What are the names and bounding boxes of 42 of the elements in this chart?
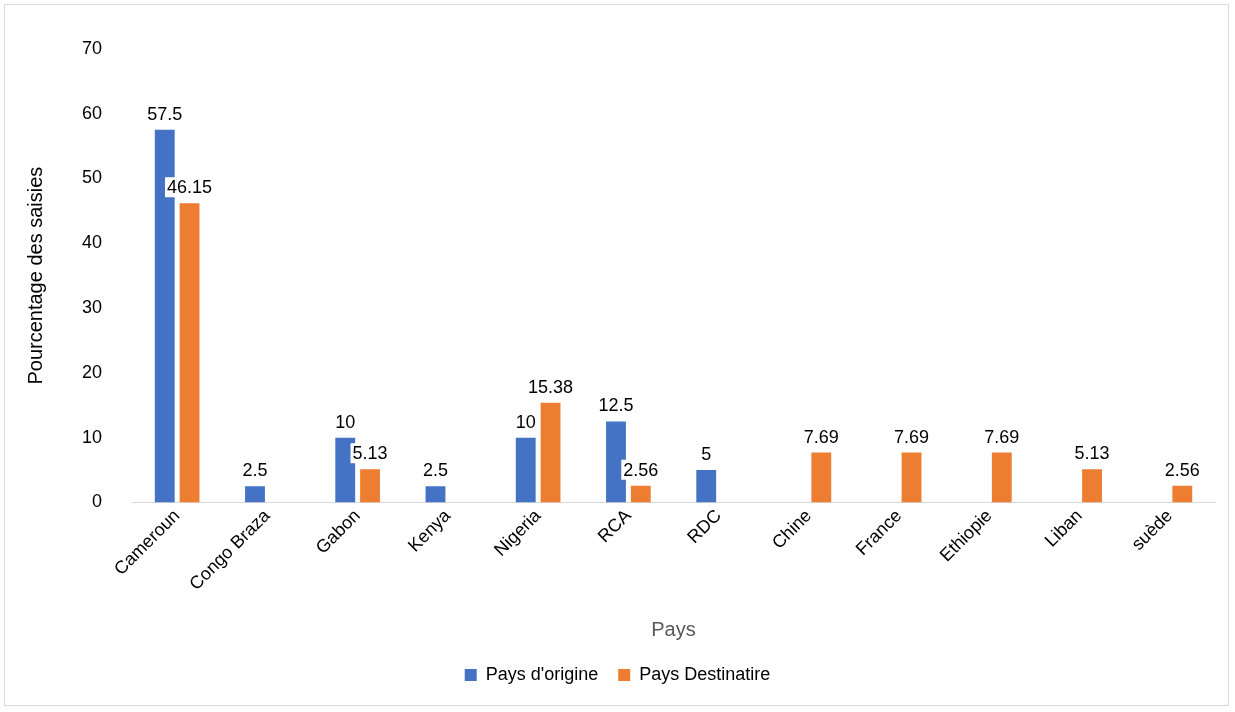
data-label: 2.5 (242, 460, 268, 481)
bar (425, 486, 446, 503)
bar (811, 452, 832, 503)
legend-label: Pays Destinatire (639, 663, 771, 684)
data-label: 5.13 (1074, 443, 1110, 464)
bar (696, 470, 717, 503)
bar (540, 402, 561, 503)
data-label: 7.69 (894, 426, 930, 447)
data-label: 57.5 (147, 103, 183, 124)
data-label: 10 (515, 411, 536, 432)
data-label: 7.69 (984, 426, 1020, 447)
legend-label: Pays d'origine (485, 663, 599, 684)
y-tick-label: 20 (81, 361, 103, 382)
y-tick-label: 50 (81, 167, 103, 188)
y-tick-label: 10 (81, 426, 103, 447)
bar (245, 486, 265, 503)
y-tick-label: 40 (81, 232, 103, 253)
bar (1172, 485, 1193, 503)
data-label: 15.38 (528, 376, 574, 397)
data-label: 5.13 (352, 443, 388, 464)
y-tick-label: 60 (81, 102, 103, 123)
data-label: 2.56 (623, 459, 659, 480)
bar (991, 452, 1012, 503)
bar (360, 469, 380, 503)
data-label: 5 (701, 444, 712, 464)
bar (630, 485, 651, 503)
bar (901, 452, 922, 503)
data-label: 2.5 (422, 460, 448, 481)
y-tick-label: 70 (81, 37, 103, 58)
x-axis-title: Pays (651, 617, 696, 640)
data-label: 2.56 (1164, 459, 1200, 480)
bar (179, 203, 200, 503)
bar (1082, 469, 1102, 503)
y-tick-label: 30 (81, 296, 103, 317)
data-label: 7.69 (803, 426, 839, 447)
y-axis-title: Pourcentage des saisies (23, 166, 46, 385)
data-label: 12.5 (598, 395, 634, 416)
bar (606, 421, 626, 503)
data-label: 10 (335, 411, 356, 432)
data-label: 46.15 (167, 177, 213, 198)
y-tick-label: 0 (92, 491, 103, 512)
bar (515, 437, 536, 503)
